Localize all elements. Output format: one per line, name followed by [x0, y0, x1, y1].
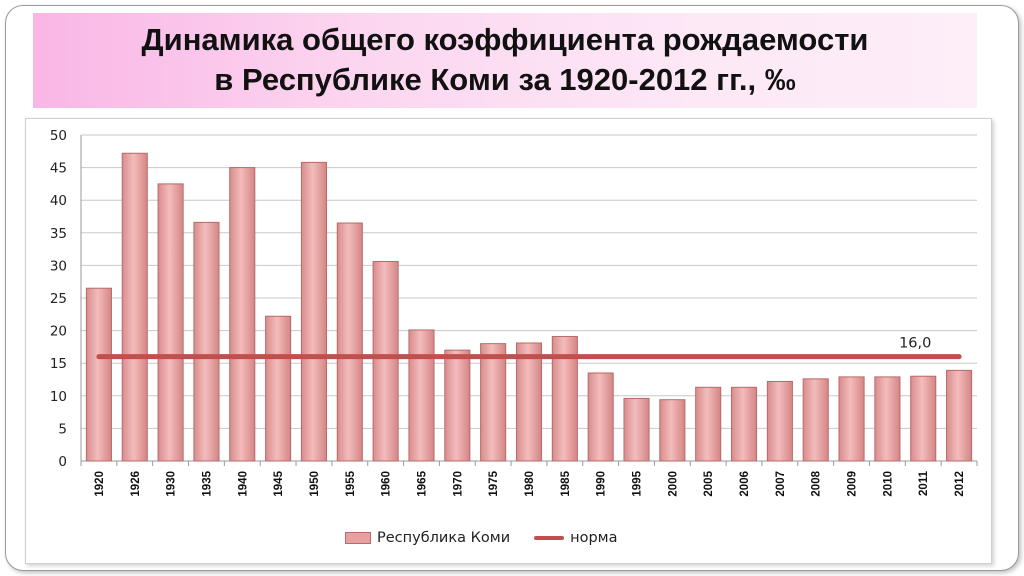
x-tick-label: 1950	[309, 471, 321, 497]
x-tick-label: 2005	[703, 470, 715, 496]
x-tick-label: 1995	[632, 470, 644, 496]
x-tick-label: 1970	[452, 471, 464, 497]
x-tick-label: 2011	[918, 470, 930, 496]
y-tick-label: 45	[50, 161, 67, 177]
x-tick-label: 1985	[560, 470, 572, 496]
title-banner	[33, 13, 977, 108]
y-tick-label: 20	[50, 324, 67, 340]
legend-label-norm: норма	[570, 530, 618, 546]
y-tick-label: 50	[50, 128, 67, 144]
x-tick-label: 1955	[345, 470, 357, 496]
bar-2006	[730, 386, 758, 462]
bar-1935	[193, 221, 220, 462]
bar-1970	[444, 349, 471, 462]
y-tick-label: 0	[58, 454, 67, 470]
y-tick-label: 30	[50, 258, 67, 274]
norm-line-label: 16,0	[899, 336, 931, 352]
x-tick-label: 1990	[596, 471, 608, 497]
bar-1940	[229, 167, 256, 462]
x-tick-label: 2012	[954, 471, 966, 497]
bar-2005	[695, 386, 722, 462]
title-line-1: Динамика общего коэффициента рождаемости	[141, 22, 869, 57]
x-tick-label: 1980	[524, 471, 536, 497]
bar-1965	[408, 329, 435, 462]
x-tick-label: 2006	[739, 471, 751, 497]
slide-title: Динамика общего коэффициента рождаемости…	[33, 20, 977, 100]
bar-1980	[515, 342, 543, 462]
x-tick-label: 1965	[416, 470, 428, 496]
bar-1920	[85, 287, 112, 462]
x-tick-label: 1930	[166, 471, 178, 497]
y-tick-label: 40	[50, 193, 67, 209]
bar-2011	[910, 375, 937, 462]
bar-1995	[623, 397, 650, 462]
bar-1990	[587, 372, 614, 462]
bar-2000	[659, 399, 686, 462]
y-tick-label: 15	[50, 356, 67, 372]
bar-1930	[157, 183, 184, 462]
title-line-2: в Республике Коми за 1920-2012 гг., ‰	[214, 62, 796, 97]
bar-1960	[372, 260, 399, 462]
bar-2008	[802, 378, 829, 462]
y-tick-label: 25	[50, 291, 67, 307]
legend-line-swatch	[534, 536, 565, 540]
chart-legend: Республика Коми норма	[345, 528, 618, 548]
y-tick-label: 35	[50, 226, 67, 242]
x-tick-label: 1935	[201, 470, 213, 496]
bar-2010	[874, 376, 901, 462]
y-tick-label: 5	[58, 421, 67, 437]
x-tick-label: 1940	[237, 471, 249, 497]
x-tick-label: 2009	[847, 471, 859, 497]
legend-bar-swatch	[345, 532, 371, 544]
bar-1975	[480, 343, 507, 462]
legend-label-komi: Республика Коми	[377, 530, 511, 546]
x-tick-label: 2000	[667, 471, 679, 497]
x-tick-label: 2010	[882, 471, 894, 497]
bar-1926	[121, 152, 148, 462]
bar-2007	[766, 380, 793, 462]
bar-1955	[336, 222, 363, 462]
x-tick-label: 1945	[273, 470, 285, 496]
bar-2012	[946, 369, 973, 462]
bar-1950	[300, 161, 328, 462]
x-tick-label: 1960	[381, 471, 393, 497]
x-tick-label: 1975	[488, 470, 500, 496]
x-tick-label: 1920	[94, 471, 106, 497]
chart-area	[25, 118, 992, 564]
bar-1945	[265, 315, 292, 462]
x-tick-label: 1926	[130, 471, 142, 497]
x-tick-label: 2008	[811, 470, 823, 496]
bar-2009	[838, 376, 865, 462]
y-tick-label: 10	[50, 389, 67, 405]
x-tick-label: 2007	[775, 471, 787, 497]
